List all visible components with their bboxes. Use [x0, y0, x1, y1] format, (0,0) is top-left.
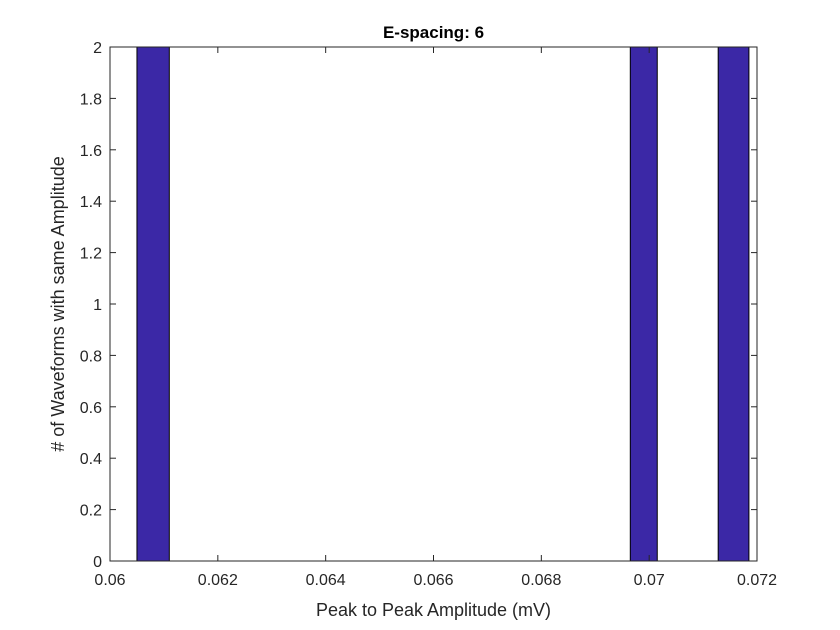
y-tick-label: 0.4	[80, 451, 102, 468]
x-tick-label: 0.06	[94, 572, 125, 589]
y-tick-label: 1.6	[80, 143, 102, 160]
y-axis-title: # of Waveforms with same Amplitude	[48, 156, 68, 451]
y-tick-label: 0	[93, 554, 102, 571]
histogram-bar-1	[136, 46, 170, 562]
histogram-bar-3	[717, 46, 750, 562]
x-axis-title: Peak to Peak Amplitude (mV)	[316, 600, 551, 620]
x-tick-label: 0.068	[521, 572, 561, 589]
y-tick-label: 0.6	[80, 400, 102, 417]
x-tick-label: 0.064	[306, 572, 346, 589]
x-tick-label: 0.07	[634, 572, 665, 589]
y-tick-label: 2	[93, 40, 102, 57]
x-tick-label: 0.062	[198, 572, 238, 589]
y-tick-label: 1.2	[80, 246, 102, 263]
plot-area	[110, 47, 757, 561]
y-tick-label: 1	[93, 297, 102, 314]
y-tick-label: 0.8	[80, 348, 102, 365]
histogram-bar-2	[629, 46, 658, 562]
x-tick-label: 0.072	[737, 572, 777, 589]
y-tick-label: 1.4	[80, 194, 102, 211]
x-tick-label: 0.066	[413, 572, 453, 589]
chart-title: E-spacing: 6	[383, 23, 484, 42]
y-tick-label: 0.2	[80, 503, 102, 520]
ticks-layer: 0.06 0.062 0.064 0.066 0.068 0.07 0.072 0 0.2 0.4…	[80, 40, 777, 589]
y-tick-label: 1.8	[80, 91, 102, 108]
